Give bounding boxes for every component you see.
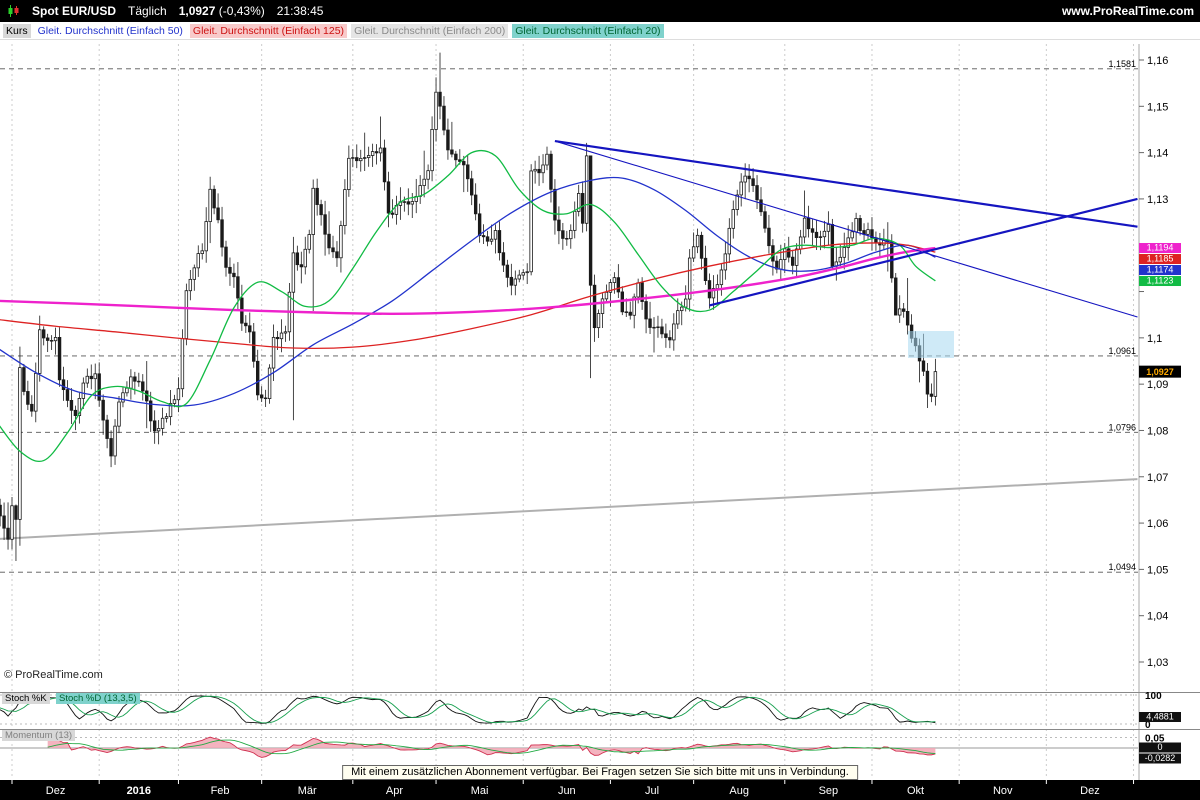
trendline-descending-minor[interactable] — [554, 140, 1138, 318]
svg-text:Mai: Mai — [471, 785, 489, 797]
svg-text:1,13: 1,13 — [1147, 194, 1168, 206]
prorealtime-logo-icon — [8, 5, 19, 17]
sma-125-line[interactable] — [0, 242, 936, 350]
svg-text:1,0796: 1,0796 — [1108, 422, 1136, 432]
svg-text:1,09: 1,09 — [1147, 379, 1168, 391]
svg-text:1,1194: 1,1194 — [1147, 243, 1174, 253]
svg-text:100: 100 — [1145, 691, 1162, 702]
momentum-panel: 0,05 — [0, 734, 1165, 758]
website-link[interactable]: www.ProRealTime.com — [1061, 4, 1194, 18]
svg-text:-0,0282: -0,0282 — [1145, 753, 1176, 763]
svg-text:Aug: Aug — [729, 785, 749, 797]
svg-text:1,1581: 1,1581 — [1108, 59, 1136, 69]
svg-text:Dez: Dez — [46, 785, 66, 797]
svg-text:1,08: 1,08 — [1147, 425, 1168, 437]
svg-text:1,14: 1,14 — [1147, 148, 1168, 160]
momentum-zero-tag: 0 — [1139, 742, 1181, 753]
ma-value-tag: 1,1123 — [1139, 276, 1181, 287]
trendline-support-gray[interactable] — [0, 478, 1138, 540]
legend-item-sma-20[interactable]: Gleit. Durchschnitt (Einfach 20) — [512, 23, 664, 38]
svg-text:Sep: Sep — [819, 785, 839, 797]
candlestick-series — [0, 52, 938, 562]
timeframe-label[interactable]: Täglich — [128, 4, 167, 18]
ma-value-tag: 1,1174 — [1139, 265, 1181, 276]
zoom-selection-region[interactable] — [908, 331, 954, 358]
stoch-d-label[interactable]: Stoch %D (13,3,5) — [56, 693, 140, 704]
subscription-message: Mit einem zusätzlichen Abonnement verfüg… — [342, 765, 858, 780]
price-axis: 1,16 1,15 1,14 1,13 1,1 1,09 1,08 1,07 1,06 1,05 1… — [1138, 44, 1168, 780]
svg-text:1,0961: 1,0961 — [1108, 346, 1136, 356]
svg-text:Okt: Okt — [907, 785, 924, 797]
last-price: 1,0927 — [178, 4, 216, 18]
sma-200-line[interactable] — [0, 246, 936, 315]
svg-text:1,03: 1,03 — [1147, 657, 1168, 669]
trendlines-background[interactable] — [0, 478, 1138, 540]
sma-20-line[interactable] — [0, 149, 936, 462]
svg-text:1,0494: 1,0494 — [1108, 562, 1136, 572]
svg-text:1,0927: 1,0927 — [1146, 367, 1174, 377]
stoch-value-tag: 4,4881 — [1139, 712, 1181, 722]
svg-text:4,4881: 4,4881 — [1146, 712, 1174, 722]
legend-item-sma-50[interactable]: Gleit. Durchschnitt (Einfach 50) — [34, 23, 186, 38]
momentum-area — [47, 737, 936, 758]
svg-text:Feb: Feb — [211, 785, 230, 797]
svg-text:1,07: 1,07 — [1147, 472, 1168, 484]
copyright: © ProRealTime.com — [4, 669, 103, 681]
svg-text:0: 0 — [1157, 742, 1162, 752]
grid — [11, 44, 1135, 778]
svg-text:1,06: 1,06 — [1147, 518, 1168, 530]
clock: 21:38:45 — [276, 4, 324, 18]
trendline-ascending[interactable] — [709, 197, 1138, 307]
title-bar: Spot EUR/USD Täglich 1,0927 (-0,43%) 21:… — [0, 0, 1200, 22]
last-price-tag: 1,0927 — [1139, 365, 1181, 378]
svg-text:Apr: Apr — [386, 785, 403, 797]
stoch-d-line — [0, 695, 936, 724]
svg-text:Jun: Jun — [558, 785, 576, 797]
price-change: (-0,43%) — [218, 4, 265, 18]
svg-text:Nov: Nov — [993, 785, 1013, 797]
svg-text:Jul: Jul — [645, 785, 659, 797]
svg-text:1,04: 1,04 — [1147, 611, 1168, 623]
svg-text:1,1123: 1,1123 — [1147, 276, 1174, 286]
momentum-value-tag: -0,0282 — [1139, 753, 1181, 764]
legend-item-sma-200[interactable]: Gleit. Durchschnitt (Einfach 200) — [351, 23, 509, 38]
svg-text:1,1185: 1,1185 — [1147, 254, 1174, 264]
sma-50-line[interactable] — [0, 176, 936, 407]
moving-averages — [0, 149, 936, 462]
price-levels: 1,1581 1,0961 1,0796 1,0494 — [0, 59, 1138, 573]
ma-value-tag: 1,1194 — [1139, 243, 1181, 254]
legend-item-sma-125[interactable]: Gleit. Durchschnitt (Einfach 125) — [189, 23, 348, 38]
trendline-descending-major[interactable] — [554, 139, 1138, 228]
momentum-label[interactable]: Momentum (13) — [2, 730, 76, 741]
svg-text:1,15: 1,15 — [1147, 101, 1168, 113]
svg-text:Dez: Dez — [1080, 785, 1100, 797]
svg-text:1,05: 1,05 — [1147, 564, 1168, 576]
time-axis: Dez 2016 Feb Mär Apr Mai Jun Jul Aug Sep Okt Nov Dez — [0, 780, 1200, 800]
legend-item-kurs[interactable]: Kurs — [3, 23, 31, 38]
svg-text:0: 0 — [1145, 720, 1151, 731]
momentum-line — [47, 736, 936, 758]
stoch-k-label[interactable]: Stoch %K — [2, 693, 50, 704]
svg-text:2016: 2016 — [127, 785, 151, 797]
stochastic-panel: 100 0 — [0, 691, 1162, 731]
stoch-k-line — [0, 695, 936, 724]
svg-text:1,1: 1,1 — [1147, 333, 1162, 345]
instrument-name: Spot EUR/USD — [32, 4, 116, 18]
indicator-legend: Kurs Gleit. Durchschnitt (Einfach 50) Gle… — [0, 22, 1200, 40]
svg-text:1,1174: 1,1174 — [1147, 265, 1174, 275]
svg-text:0,05: 0,05 — [1145, 734, 1165, 745]
momentum-signal-line — [47, 739, 936, 755]
ma-value-tag: 1,1185 — [1139, 254, 1181, 265]
svg-text:1,16: 1,16 — [1147, 55, 1168, 67]
svg-text:Mär: Mär — [298, 785, 317, 797]
